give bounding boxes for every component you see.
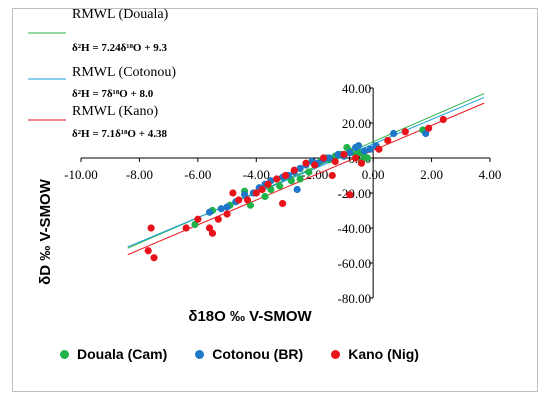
x-tick-label: -8.00 (126, 167, 153, 182)
equation-text-douala: δ²H = 7.24δ¹⁸O + 9.3 (72, 42, 167, 54)
legend-item-douala: Douala (Cam) (60, 346, 167, 362)
point-douala (267, 185, 275, 194)
point-kano (401, 128, 409, 136)
equation-text-kano: δ²H = 7.1δ¹⁸O + 4.38 (72, 128, 167, 140)
point-cotonou (346, 149, 354, 157)
point-cotonou (293, 185, 301, 194)
point-kano (147, 224, 155, 232)
point-kano (357, 159, 366, 167)
point-douala (363, 154, 371, 162)
equation-text-cotonou: δ²H = 7δ¹⁸O + 8.0 (72, 88, 154, 100)
point-kano (235, 196, 243, 204)
point-douala (276, 182, 284, 190)
point-kano (144, 247, 152, 255)
point-douala (305, 168, 313, 176)
point-cotonou (217, 205, 225, 213)
point-kano (352, 154, 360, 162)
point-cotonou (325, 154, 333, 162)
point-douala (261, 192, 269, 201)
equation-name-cotonou: RMWL (Cotonou) (72, 65, 176, 80)
legend-marker-cotonou (195, 349, 205, 359)
point-kano (223, 210, 231, 218)
y-tick-label: -80.00 (338, 291, 372, 306)
legend-marker-kano (331, 349, 341, 359)
point-kano (281, 171, 290, 180)
point-douala (287, 177, 295, 185)
point-kano (258, 185, 266, 194)
legend-marker-douala (60, 349, 69, 359)
point-kano (252, 189, 260, 197)
equation-name-kano: RMWL (Kano) (72, 104, 159, 119)
point-douala (246, 201, 255, 209)
legend-label-douala: Douala (Cam) (77, 346, 168, 362)
y-tick-label: 20.00 (342, 116, 371, 131)
point-cotonou (334, 150, 342, 159)
x-axis-title: δ18O ‰ V-SMOW (188, 308, 312, 325)
point-kano (375, 145, 383, 153)
point-douala (354, 149, 363, 157)
point-cotonou (205, 208, 214, 216)
point-kano (150, 254, 158, 262)
x-tick-label: 2.00 (420, 167, 443, 182)
x-tick-label: -6.00 (184, 167, 211, 182)
point-kano (214, 215, 222, 223)
point-kano (439, 115, 447, 124)
y-tick-label: -20.00 (338, 186, 372, 201)
point-cotonou (241, 191, 249, 199)
point-cotonou (354, 142, 363, 150)
point-kano (290, 166, 298, 174)
point-kano (319, 154, 328, 162)
point-kano (340, 150, 348, 159)
legend-item-kano: Kano (Nig) (331, 346, 419, 362)
point-kano (229, 189, 237, 197)
point-kano (273, 175, 281, 183)
x-tick-label: -4.00 (243, 167, 270, 182)
point-kano (331, 157, 339, 166)
point-kano (264, 180, 272, 188)
point-cotonou (366, 145, 374, 153)
point-kano (346, 191, 354, 199)
legend-label-cotonou: Cotonou (BR) (212, 346, 304, 362)
point-kano (384, 136, 392, 145)
point-cotonou (422, 129, 430, 138)
legend-item-cotonou: Cotonou (BR) (195, 346, 303, 362)
data-points (144, 115, 447, 262)
equation-name-douala: RMWL (Douala) (72, 7, 169, 22)
point-kano (243, 196, 252, 204)
point-kano (425, 124, 433, 132)
chart-frame (12, 8, 538, 392)
point-kano (208, 229, 217, 237)
point-cotonou (389, 129, 398, 138)
point-douala (296, 175, 304, 183)
x-tick-label: 0.00 (362, 167, 385, 182)
equation-legend: RMWL (Douala) δ²H = 7.24δ¹⁸O + 9.3 RMWL (C… (28, 7, 176, 140)
point-kano (194, 215, 202, 223)
point-kano (278, 199, 287, 208)
y-tick-label: 40.00 (342, 81, 371, 96)
x-tick-label: 4.00 (479, 167, 502, 182)
point-cotonou (296, 164, 304, 173)
y-tick-label: -60.00 (338, 256, 372, 271)
point-cotonou (223, 203, 231, 211)
x-tick-label: -10.00 (64, 167, 98, 182)
point-cotonou (360, 147, 368, 155)
point-douala (191, 220, 199, 229)
series-legend: Douala (Cam) Cotonou (BR) Kano (Nig) (60, 344, 500, 364)
point-kano (205, 224, 214, 232)
axes (80, 87, 491, 299)
point-kano (311, 161, 319, 169)
tick-labels: -10.00 -8.00 -6.00 -4.00 -2.00 0.00 2.00 4.00-8… (64, 81, 501, 306)
y-tick-label: -40.00 (338, 221, 372, 236)
y-axis-title: δD ‰ V-SMOW (37, 178, 54, 285)
legend-label-kano: Kano (Nig) (348, 346, 419, 362)
point-kano (182, 224, 190, 232)
point-kano (328, 171, 336, 180)
point-kano (302, 159, 310, 167)
